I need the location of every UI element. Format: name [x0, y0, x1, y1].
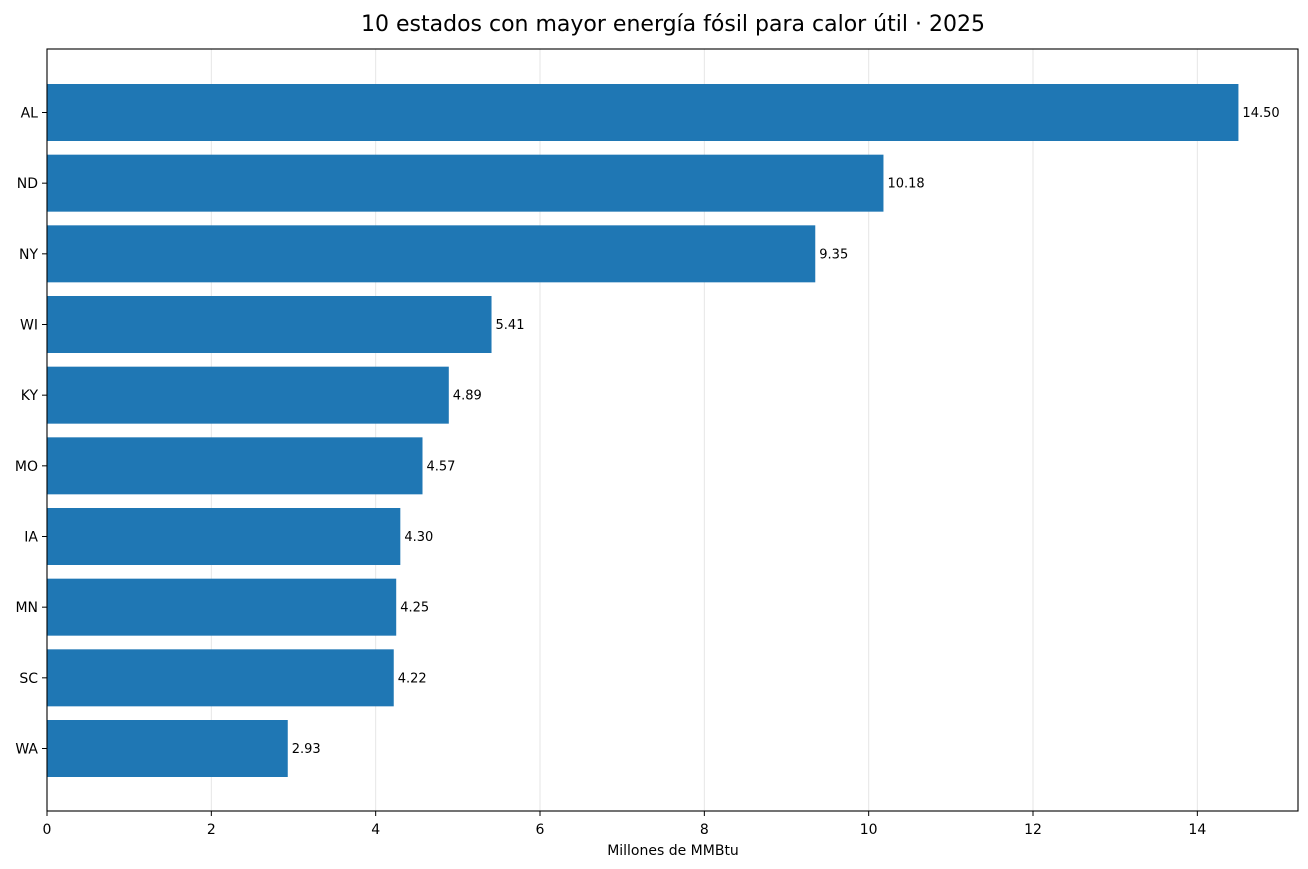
x-axis-label: Millones de MMBtu	[607, 843, 739, 859]
category-label-ny: NY	[19, 247, 38, 263]
bar-mn	[47, 578, 397, 636]
bar-wa	[47, 720, 288, 777]
category-label-mn: MN	[15, 600, 38, 616]
value-label-ia: 4.30	[404, 530, 433, 545]
category-label-wa: WA	[15, 742, 38, 758]
x-tick-label: 8	[700, 822, 709, 838]
category-label-nd: ND	[17, 176, 38, 192]
x-axis-ticks: 0 2 4 6 8 10 12 14	[43, 811, 1206, 838]
x-tick-label: 4	[371, 822, 380, 838]
bar-wi	[47, 296, 492, 353]
chart-title: 10 estados con mayor energía fósil para …	[361, 12, 985, 37]
value-label-ky: 4.89	[453, 389, 482, 404]
value-label-mo: 4.57	[427, 459, 456, 474]
value-labels: 14.50 10.18 9.35 5.41 4.89 4.57 4.30 4.25 4.22 2.…	[292, 106, 1280, 757]
x-tick-label: 6	[536, 822, 545, 838]
value-label-sc: 4.22	[398, 671, 427, 686]
x-tick-label: 14	[1188, 822, 1206, 838]
category-label-mo: MO	[15, 459, 38, 475]
bar-ny	[47, 225, 816, 283]
category-label-ia: IA	[24, 530, 38, 546]
category-label-ky: KY	[21, 388, 39, 404]
x-tick-label: 10	[860, 822, 878, 838]
plot-frame	[46, 48, 1299, 812]
value-label-wi: 5.41	[496, 318, 525, 333]
bar-ia	[47, 508, 401, 565]
bars	[47, 84, 1239, 777]
value-label-ny: 9.35	[819, 247, 848, 262]
bar-nd	[47, 154, 884, 212]
x-tick-label: 0	[43, 822, 52, 838]
bar-ky	[47, 366, 449, 424]
value-label-wa: 2.93	[292, 742, 321, 757]
value-label-mn: 4.25	[400, 601, 429, 616]
category-label-sc: SC	[19, 671, 38, 687]
value-label-nd: 10.18	[887, 177, 924, 192]
category-label-al: AL	[21, 106, 39, 122]
value-label-al: 14.50	[1242, 106, 1279, 121]
x-tick-label: 12	[1024, 822, 1042, 838]
category-label-wi: WI	[20, 318, 38, 334]
x-tick-label: 2	[207, 822, 216, 838]
bar-sc	[47, 649, 394, 707]
bar-al	[47, 84, 1239, 141]
category-labels: AL ND NY WI KY MO IA MN SC WA	[15, 106, 47, 758]
bar-mo	[47, 437, 423, 495]
